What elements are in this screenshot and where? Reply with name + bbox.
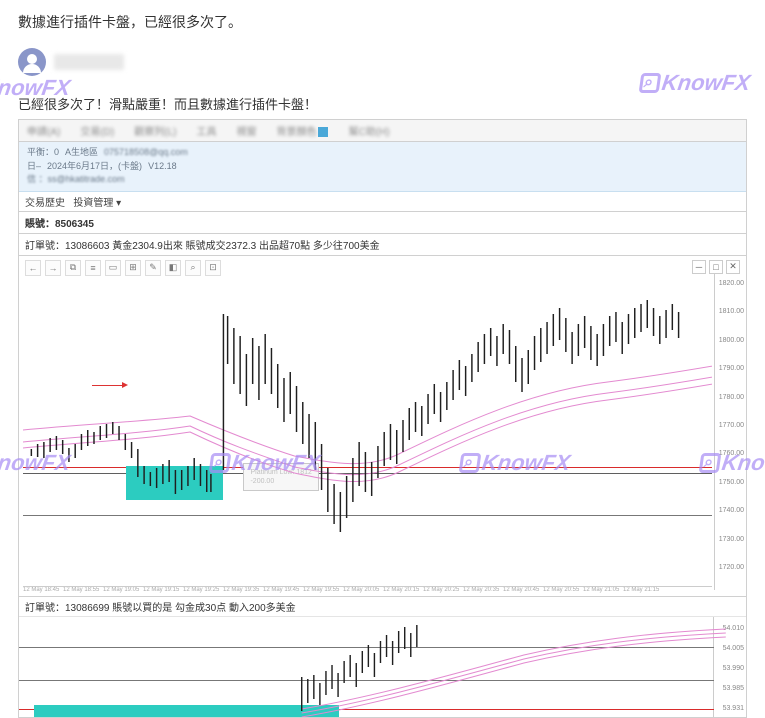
minimize-icon[interactable]: ─: [692, 260, 706, 274]
menu-item[interactable]: 背景顏色: [272, 122, 332, 139]
user-row: [0, 40, 765, 94]
upper-chart[interactable]: ← → ⧉ ≡ ▭ ⊞ ✎ ◧ ⌕ ⊡ ─ □ ✕ 1820.001810.00…: [19, 256, 746, 596]
review-text: 已經很多次了！滑點嚴重！而且數據進行插件卡盤！: [0, 94, 765, 119]
y-axis: 1820.001810.001800.001790.001780.001770.…: [714, 274, 746, 590]
lower-order-summary: 訂單號：13086699 賬號以買的是 勾金成30点 動入200多美金: [19, 597, 746, 617]
page-title: 數據進行插件卡盤，已經很多次了。: [0, 0, 765, 40]
subtoolbar: 交易歷史 投資管理 ▾: [19, 192, 746, 212]
avatar: [18, 48, 46, 76]
x-axis: 12 May 18:4512 May 18:5512 May 19:0512 M…: [23, 586, 712, 596]
chart-svg: [23, 274, 712, 584]
close-icon[interactable]: ✕: [726, 260, 740, 274]
lower-chart-svg: [19, 617, 746, 717]
chart-plot: Platinum Low: 1812 -200.00: [23, 274, 712, 584]
menu-item[interactable]: 工具: [192, 122, 220, 139]
chart-tool-icon[interactable]: ⧉: [65, 260, 81, 276]
lower-chart[interactable]: 54.01054.00553.99053.98553.931: [19, 617, 746, 717]
chart-tool-icon[interactable]: ⊡: [205, 260, 221, 276]
chart-tool-icon[interactable]: ✎: [145, 260, 161, 276]
app-menubar: 申請(A) 交易(D) 觀察列(L) 工具 視窗 背景顏色 幫C助(H): [19, 120, 746, 142]
menu-item[interactable]: 幫C助(H): [344, 122, 393, 139]
chart-nav-right-icon[interactable]: →: [45, 260, 61, 276]
menu-item[interactable]: 交易(D): [76, 122, 118, 139]
username-blurred: [54, 54, 124, 70]
maximize-icon[interactable]: □: [709, 260, 723, 274]
chart-toolbar: ← → ⧉ ≡ ▭ ⊞ ✎ ◧ ⌕ ⊡: [25, 260, 221, 276]
color-swatch-icon: [318, 127, 328, 137]
chart-nav-left-icon[interactable]: ←: [25, 260, 41, 276]
menu-item[interactable]: 視窗: [232, 122, 260, 139]
subtoolbar-label: 交易歷史: [25, 198, 65, 209]
menu-item[interactable]: 觀察列(L): [130, 122, 180, 139]
chart-tool-icon[interactable]: ⌕: [185, 260, 201, 276]
lower-panel: 訂單號：13086699 賬號以買的是 勾金成30点 動入200多美金 54.0…: [19, 596, 746, 717]
order-summary-row: 訂單號：13086603 黃金2304.9出來 賬號成交2372.3 出品超70…: [19, 234, 746, 256]
subtoolbar-dropdown[interactable]: 投資管理 ▾: [73, 198, 121, 209]
account-id-row: 賬號：8506345: [19, 212, 746, 234]
trading-screenshot: 申請(A) 交易(D) 觀察列(L) 工具 視窗 背景顏色 幫C助(H) 平衡：…: [18, 119, 747, 718]
chart-tool-icon[interactable]: ◧: [165, 260, 181, 276]
chart-tool-icon[interactable]: ▭: [105, 260, 121, 276]
chart-tool-icon[interactable]: ≡: [85, 260, 101, 276]
window-controls: ─ □ ✕: [692, 260, 740, 274]
account-info-band: 平衡：0A生地區075718508@qq.com 日–2024年6月17日，(卡…: [19, 142, 746, 192]
chart-tool-icon[interactable]: ⊞: [125, 260, 141, 276]
menu-item[interactable]: 申請(A): [23, 122, 64, 139]
